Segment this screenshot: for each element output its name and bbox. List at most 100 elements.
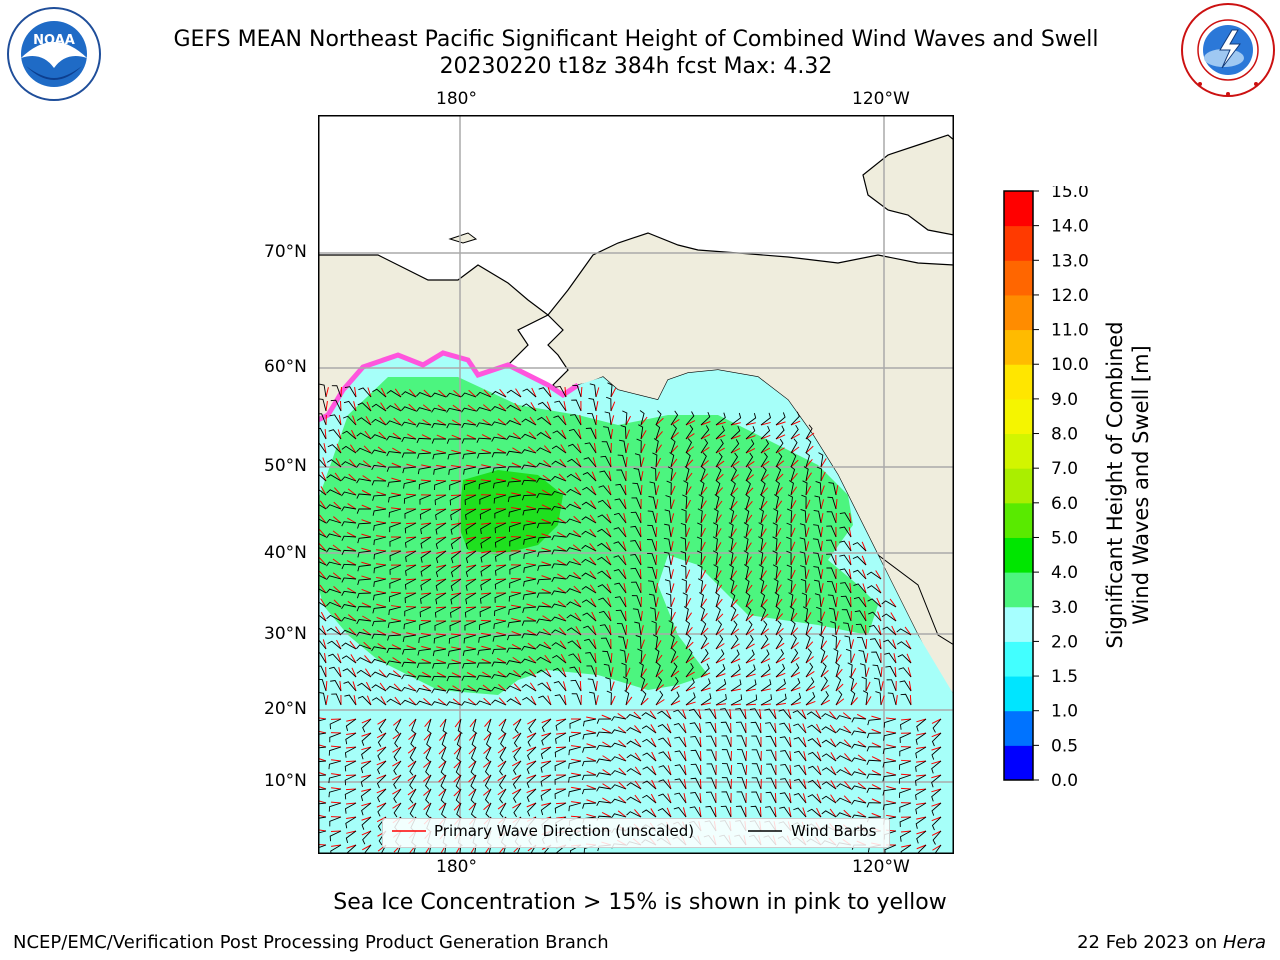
wind-barb <box>931 816 942 831</box>
wave-direction-arrow <box>361 588 372 594</box>
wind-barb <box>631 497 642 510</box>
wind-barb <box>540 746 552 760</box>
wave-direction-arrow <box>685 627 693 636</box>
wind-barb <box>712 536 718 552</box>
wind-barb <box>787 494 793 510</box>
wave-direction-arrow <box>438 774 447 783</box>
wind-barb <box>715 620 723 636</box>
wind-barb <box>551 590 567 596</box>
wave-direction-arrow <box>579 415 582 426</box>
wave-direction-arrow <box>407 802 417 810</box>
wind-barb <box>554 694 567 706</box>
wave-direction-arrow <box>610 652 613 664</box>
wave-direction-arrow <box>391 492 402 496</box>
wind-barb <box>553 681 567 692</box>
wave-direction-arrow <box>511 507 522 510</box>
wind-barb <box>744 564 749 580</box>
wind-barb <box>488 844 492 854</box>
wind-barb <box>745 439 755 454</box>
wave-direction-arrow <box>816 751 822 762</box>
wave-direction-arrow <box>451 578 462 582</box>
lon-label-bottom-120w: 120°W <box>852 857 910 877</box>
wave-direction-arrow <box>377 461 387 468</box>
wave-direction-arrow <box>451 536 462 540</box>
wave-direction-arrow <box>541 802 552 806</box>
wave-direction-arrow <box>377 446 387 454</box>
wave-direction-arrow <box>682 723 687 734</box>
wind-barb <box>685 411 695 426</box>
wave-direction-arrow <box>405 522 417 525</box>
wind-barb <box>596 758 612 764</box>
wave-direction-arrow <box>745 613 754 622</box>
wind-barb <box>931 732 942 747</box>
wave-direction-arrow <box>558 613 567 622</box>
wave-direction-arrow <box>850 639 855 650</box>
wave-direction-arrow <box>605 541 612 552</box>
wind-barb <box>604 411 612 426</box>
wind-barb <box>658 793 672 804</box>
wave-direction-arrow <box>392 774 402 781</box>
wave-direction-arrow <box>480 619 492 622</box>
wind-barb <box>884 652 897 664</box>
wave-direction-arrow <box>655 568 658 580</box>
wind-barb <box>435 578 447 591</box>
colorbar-tick-label: 11.0 <box>1051 321 1089 341</box>
wind-barb <box>465 508 477 520</box>
wave-direction-arrow <box>556 732 567 735</box>
wave-direction-arrow <box>861 569 867 580</box>
wind-barb <box>508 592 522 602</box>
wave-direction-arrow <box>775 642 785 650</box>
wave-direction-arrow <box>931 816 942 822</box>
wind-barb <box>581 544 597 552</box>
wave-direction-arrow <box>510 591 522 594</box>
wind-barb <box>456 746 462 762</box>
wave-direction-arrow <box>346 816 357 820</box>
wind-barb <box>326 533 342 539</box>
colorbar-segment <box>1004 468 1033 504</box>
wave-direction-arrow <box>745 448 756 454</box>
wave-direction-arrow <box>406 478 417 482</box>
wave-direction-arrow <box>730 688 741 692</box>
wind-barb <box>318 560 327 566</box>
wind-barb <box>328 653 342 664</box>
wave-direction-arrow <box>729 709 732 720</box>
wave-direction-arrow <box>820 527 824 538</box>
wave-direction-arrow <box>790 486 798 496</box>
wind-barb <box>775 693 787 706</box>
wave-direction-arrow <box>857 782 867 790</box>
wind-barb <box>566 574 582 580</box>
wave-direction-arrow <box>640 471 644 482</box>
wind-barb <box>540 760 552 773</box>
sea-ice-caption: Sea Ice Concentration > 15% is shown in … <box>333 890 947 915</box>
wind-barb <box>433 634 447 644</box>
wave-direction-arrow <box>526 520 537 524</box>
wave-direction-arrow <box>332 572 342 580</box>
wind-barb <box>673 722 687 734</box>
wind-barb <box>597 542 612 552</box>
wave-direction-arrow <box>421 578 432 582</box>
wave-direction-arrow <box>610 695 616 706</box>
wind-barb <box>665 495 672 510</box>
wave-direction-arrow <box>557 531 567 538</box>
wave-direction-arrow <box>667 793 672 804</box>
wind-barb <box>760 480 766 496</box>
wave-direction-arrow <box>321 625 327 636</box>
wind-barb <box>581 530 597 538</box>
wave-direction-arrow <box>497 788 507 796</box>
wave-direction-arrow <box>670 626 677 636</box>
wind-barb <box>855 623 867 636</box>
wave-direction-arrow <box>332 558 342 566</box>
wind-barb <box>448 634 462 644</box>
wave-direction-arrow <box>578 429 582 440</box>
wave-direction-arrow <box>408 718 417 727</box>
wind-barb <box>494 606 507 617</box>
wind-barb <box>696 536 703 552</box>
wave-direction-arrow <box>820 541 823 552</box>
wind-barb <box>341 604 357 609</box>
wave-direction-arrow <box>820 669 829 678</box>
wind-barb <box>341 549 357 556</box>
wave-direction-arrow <box>330 801 342 804</box>
wave-direction-arrow <box>906 653 912 664</box>
wave-direction-arrow <box>843 739 852 748</box>
wave-direction-arrow <box>861 555 867 566</box>
